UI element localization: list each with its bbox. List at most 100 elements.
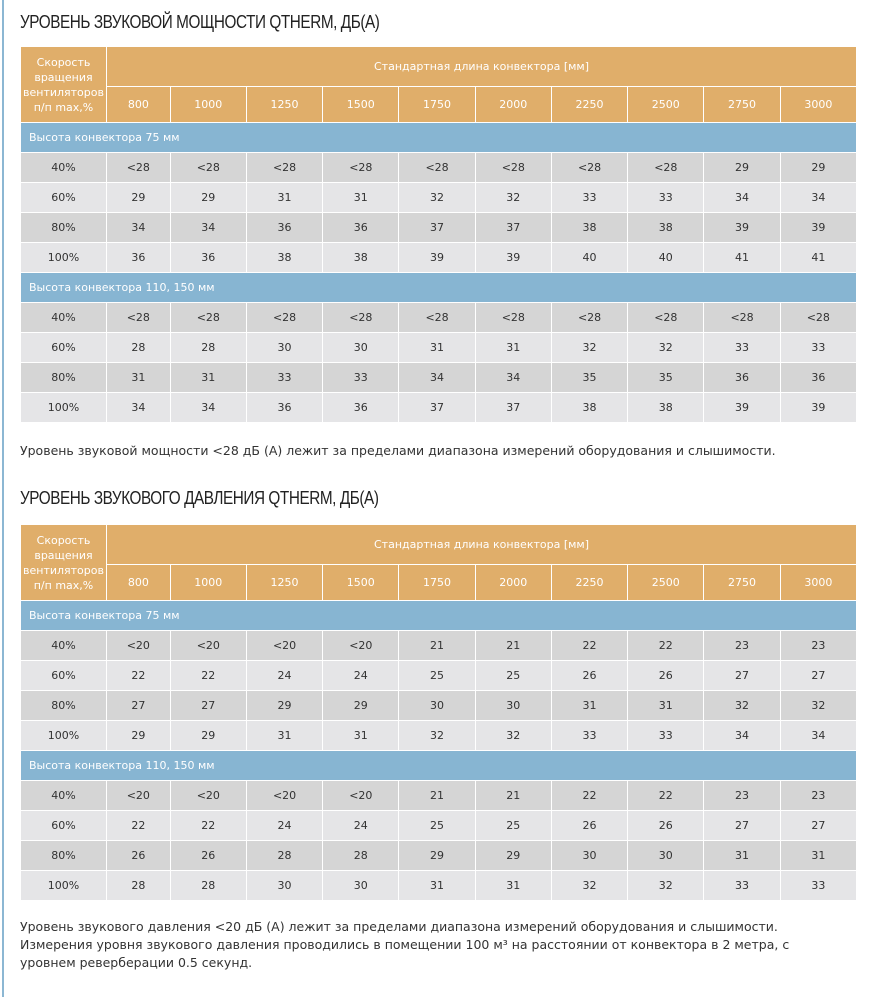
table-cell: 21 xyxy=(474,630,552,661)
table-cell: <20 xyxy=(322,630,400,661)
sound-table: Скорость вращения вентиляторов п/п max,%… xyxy=(20,46,858,423)
table-cell: <28 xyxy=(322,302,400,333)
note: Уровень звукового давления <20 дБ (А) ле… xyxy=(20,918,820,972)
table-cell: 36 xyxy=(322,212,400,243)
table-cell: 80% xyxy=(20,212,107,243)
table-cell: 37 xyxy=(398,212,476,243)
table-cell: 22 xyxy=(627,630,705,661)
table-cell: 100% xyxy=(20,720,107,751)
table-cell: 28 xyxy=(106,870,171,901)
table-cell: 27 xyxy=(106,690,171,721)
table-row: 40% <28 <28 <28 <28 <28 <28 <28 <28 29 29 xyxy=(20,152,858,183)
table-cell: 21 xyxy=(398,630,476,661)
table-cell: 37 xyxy=(398,392,476,423)
table-row: 40% <28 <28 <28 <28 <28 <28 <28 <28 <28 <28 xyxy=(20,302,858,333)
table-cell: 39 xyxy=(779,392,858,423)
table-cell: 39 xyxy=(398,242,476,273)
table-cell: 27 xyxy=(703,810,781,841)
table-cell: 22 xyxy=(550,630,629,661)
table-cell: 30 xyxy=(322,332,400,363)
table-cell: 30 xyxy=(398,690,476,721)
length-column-header: 1750 xyxy=(398,86,476,123)
length-column-header: 2500 xyxy=(627,86,705,123)
table-row: 60% 22 22 24 24 25 25 26 26 27 27 xyxy=(20,810,858,841)
table-cell: 33 xyxy=(245,362,324,393)
table-cell: 60% xyxy=(20,810,107,841)
table-cell: 39 xyxy=(703,212,781,243)
table-cell: 40% xyxy=(20,780,107,811)
table-cell: 26 xyxy=(550,810,629,841)
table-cell: 21 xyxy=(398,780,476,811)
length-column-header: 2750 xyxy=(703,86,781,123)
note-line: Уровень звуковой мощности <28 дБ (А) леж… xyxy=(20,443,776,458)
table-cell: 25 xyxy=(398,810,476,841)
speed-header: Скорость вращения вентиляторов п/п max,% xyxy=(20,46,107,123)
table-cell: 37 xyxy=(474,392,552,423)
table-cell: 36 xyxy=(322,392,400,423)
table-cell: 24 xyxy=(245,810,324,841)
table-row: 80% 31 31 33 33 34 34 35 35 36 36 xyxy=(20,362,858,393)
section-title: УРОВЕНЬ ЗВУКОВОЙ МОЩНОСТИ QTHERM, ДБ(А) xyxy=(20,12,380,32)
length-column-header: 3000 xyxy=(779,564,858,601)
table-cell: <28 xyxy=(245,302,324,333)
sound-table: Скорость вращения вентиляторов п/п max,%… xyxy=(20,524,858,901)
table-cell: 32 xyxy=(627,870,705,901)
table-cell: 34 xyxy=(106,212,171,243)
table-row: 100% 29 29 31 31 32 32 33 33 34 34 xyxy=(20,720,858,751)
table-cell: 34 xyxy=(779,720,858,751)
table-row: 60% 22 22 24 24 25 25 26 26 27 27 xyxy=(20,660,858,691)
table-cell: 32 xyxy=(550,870,629,901)
table-cell: 34 xyxy=(703,182,781,213)
table-cell: 31 xyxy=(474,870,552,901)
table-cell: 25 xyxy=(474,810,552,841)
table-cell: <28 xyxy=(106,152,171,183)
table-cell: 38 xyxy=(550,212,629,243)
table-row: 80% 27 27 29 29 30 30 31 31 32 32 xyxy=(20,690,858,721)
table-cell: 30 xyxy=(474,690,552,721)
table-cell: 39 xyxy=(474,242,552,273)
length-column-header: 1500 xyxy=(322,564,400,601)
table-cell: 40% xyxy=(20,302,107,333)
table-cell: 26 xyxy=(550,660,629,691)
table-cell: 32 xyxy=(398,720,476,751)
table-cell: <28 xyxy=(627,152,705,183)
table-row: 40% <20 <20 <20 <20 21 21 22 22 23 23 xyxy=(20,630,858,661)
table-cell: 26 xyxy=(106,840,171,871)
table-cell: 22 xyxy=(169,660,247,691)
table-cell: 22 xyxy=(550,780,629,811)
table-cell: 29 xyxy=(106,182,171,213)
table-cell: <20 xyxy=(322,780,400,811)
length-column-header: 1250 xyxy=(245,564,324,601)
table-cell: 34 xyxy=(779,182,858,213)
length-column-header: 2750 xyxy=(703,564,781,601)
table-cell: 40 xyxy=(550,242,629,273)
table-cell: <28 xyxy=(550,152,629,183)
table-cell: 34 xyxy=(169,392,247,423)
table-cell: 29 xyxy=(398,840,476,871)
table-cell: 35 xyxy=(550,362,629,393)
table-cell: 23 xyxy=(779,780,858,811)
table-cell: <28 xyxy=(627,302,705,333)
table-cell: <28 xyxy=(779,302,858,333)
table-cell: 32 xyxy=(474,182,552,213)
table-cell: 31 xyxy=(106,362,171,393)
speed-header: Скорость вращения вентиляторов п/п max,% xyxy=(20,524,107,601)
table-cell: 38 xyxy=(245,242,324,273)
table-cell: 60% xyxy=(20,182,107,213)
table-cell: 22 xyxy=(627,780,705,811)
table-cell: 22 xyxy=(169,810,247,841)
table-cell: 33 xyxy=(627,182,705,213)
table-cell: 34 xyxy=(703,720,781,751)
table-cell: 23 xyxy=(779,630,858,661)
table-cell: <28 xyxy=(398,152,476,183)
table-row: 100% 34 34 36 36 37 37 38 38 39 39 xyxy=(20,392,858,423)
length-column-header: 1750 xyxy=(398,564,476,601)
table-cell: <28 xyxy=(550,302,629,333)
table-cell: 38 xyxy=(627,212,705,243)
table-cell: <20 xyxy=(106,630,171,661)
table-cell: 29 xyxy=(245,690,324,721)
section-title: УРОВЕНЬ ЗВУКОВОГО ДАВЛЕНИЯ QTHERM, ДБ(А) xyxy=(20,488,379,508)
table-cell: 32 xyxy=(474,720,552,751)
table-cell: 29 xyxy=(779,152,858,183)
table-cell: 33 xyxy=(703,332,781,363)
